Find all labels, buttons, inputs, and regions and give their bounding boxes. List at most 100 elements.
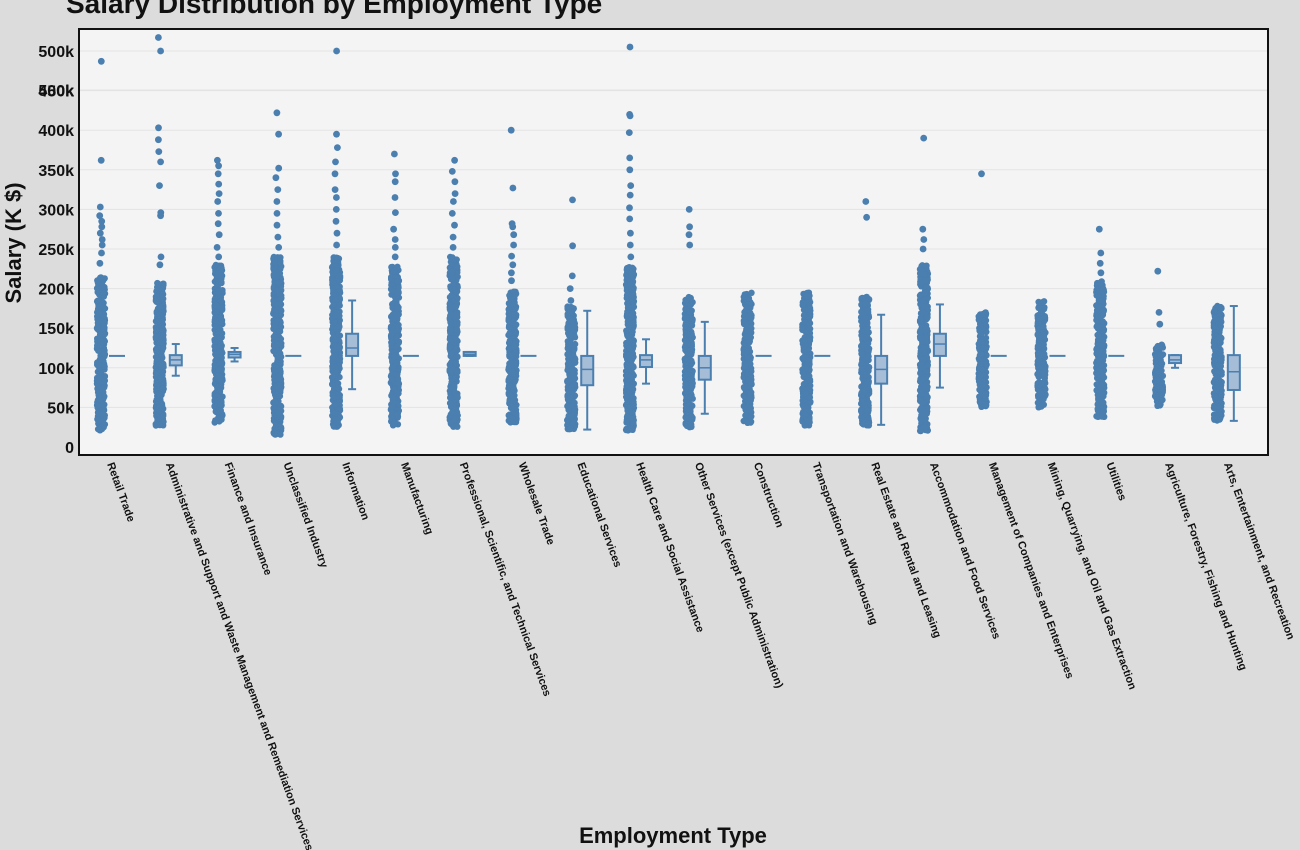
data-point: [505, 317, 512, 324]
outlier-point: [275, 130, 282, 138]
data-point: [98, 276, 106, 283]
outlier-point: [626, 166, 634, 174]
data-point: [96, 426, 103, 433]
data-point: [277, 301, 285, 308]
data-point: [919, 375, 927, 382]
data-point: [453, 326, 461, 334]
data-point: [623, 418, 630, 425]
data-point: [684, 341, 691, 348]
data-point: [453, 344, 460, 352]
data-point: [329, 381, 336, 388]
y-tick-label: 50k: [47, 400, 74, 417]
data-point: [683, 383, 691, 391]
data-point: [274, 373, 282, 380]
y-tick-label: 500k: [38, 83, 74, 100]
data-point: [799, 301, 806, 308]
data-point: [211, 338, 219, 345]
outlier-point: [508, 220, 516, 228]
data-point: [745, 312, 753, 319]
data-point: [918, 390, 925, 397]
data-point: [922, 335, 929, 342]
data-point: [510, 385, 517, 393]
outlier-point: [273, 198, 281, 205]
series: [93, 34, 1241, 438]
data-point: [745, 295, 753, 302]
data-point: [740, 392, 747, 399]
data-point: [449, 409, 456, 416]
data-point: [159, 345, 166, 353]
data-point: [218, 278, 225, 286]
data-point: [217, 401, 224, 409]
outlier-point: [390, 225, 397, 233]
data-point: [977, 351, 985, 358]
data-point: [270, 333, 278, 340]
data-point: [626, 337, 634, 345]
outlier-point: [333, 241, 340, 249]
data-point: [97, 356, 105, 363]
outlier-point: [98, 236, 106, 243]
data-point: [623, 294, 630, 302]
data-point: [277, 259, 284, 266]
outlier-point: [275, 244, 283, 251]
data-point: [977, 386, 985, 394]
outlier-point: [450, 198, 457, 205]
outlier-point: [451, 156, 458, 164]
data-point: [274, 355, 281, 363]
data-point: [271, 268, 278, 275]
outlier-point: [626, 154, 634, 162]
data-point: [566, 340, 573, 348]
data-point: [99, 411, 106, 419]
data-point: [864, 307, 871, 314]
outlier-point: [155, 124, 162, 132]
data-point: [982, 401, 990, 408]
data-point: [446, 343, 454, 351]
data-point: [743, 305, 750, 312]
data-point: [512, 418, 520, 426]
data-point: [568, 324, 576, 331]
data-point: [510, 288, 517, 295]
outlier-point: [98, 249, 105, 257]
data-point: [747, 404, 754, 411]
y-tick-label: 400k: [38, 123, 74, 140]
data-point: [335, 384, 342, 392]
box: [345, 332, 360, 357]
data-point: [747, 323, 754, 330]
data-point: [686, 419, 694, 426]
outlier-point: [214, 220, 222, 228]
data-point: [218, 330, 226, 337]
outlier-point: [96, 259, 104, 267]
data-point: [331, 409, 339, 417]
data-point: [218, 377, 225, 384]
data-point: [394, 305, 401, 312]
data-point: [452, 374, 459, 382]
data-point: [687, 406, 694, 413]
data-point: [686, 369, 694, 376]
outlier-point: [626, 204, 633, 212]
data-point: [277, 424, 285, 431]
outlier-point: [626, 191, 634, 199]
data-point: [920, 309, 927, 316]
data-point: [567, 425, 574, 433]
data-point: [803, 292, 811, 299]
data-point: [923, 368, 930, 375]
plot-area: [78, 28, 1269, 456]
data-point: [565, 413, 573, 420]
data-point: [748, 413, 755, 420]
data-point: [569, 369, 576, 376]
data-point: [917, 281, 924, 288]
outlier-point: [391, 244, 399, 251]
outlier-point: [627, 182, 635, 190]
data-point: [387, 286, 395, 293]
data-point: [806, 337, 814, 344]
data-point: [215, 367, 222, 374]
data-point: [272, 273, 279, 281]
data-point: [917, 316, 925, 323]
data-point: [512, 328, 520, 336]
outlier-point: [156, 261, 164, 269]
category-group: [270, 109, 302, 438]
data-point: [685, 393, 692, 400]
data-point: [156, 311, 163, 319]
data-point: [977, 373, 984, 380]
data-point: [215, 372, 222, 379]
data-point: [156, 361, 164, 368]
